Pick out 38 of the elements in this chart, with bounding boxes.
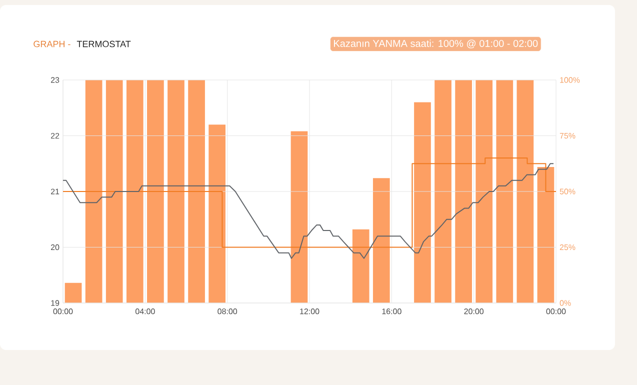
- bar: [168, 80, 184, 303]
- bar: [106, 80, 123, 303]
- y-tick-label: 21: [50, 188, 60, 194]
- x-tick-label: 12:00: [300, 308, 320, 314]
- bar: [85, 80, 102, 303]
- y-tick-label: 19: [51, 300, 60, 306]
- text: Kazanın YANMA saati: 100% @ 01:00 - 02:00: [334, 40, 538, 48]
- bar: [208, 124, 226, 303]
- bar: [290, 131, 308, 303]
- y2-tick-label: 75%: [560, 132, 576, 139]
- bar: [516, 80, 534, 303]
- bar: [372, 178, 390, 303]
- bar: [455, 80, 472, 303]
- bar: [126, 80, 144, 303]
- bar: [476, 80, 493, 303]
- bar: [434, 80, 452, 303]
- x-tick-label: 08:00: [218, 308, 238, 314]
- bar: [64, 282, 82, 303]
- y-tick-label: 23: [50, 77, 60, 83]
- y-tick-label: 20: [50, 244, 60, 250]
- y-tick-label: 22: [50, 132, 60, 139]
- x-tick-label: 16:00: [382, 308, 402, 314]
- bar: [496, 80, 514, 303]
- x-tick-label: 00:00: [53, 308, 73, 314]
- x-tick-label: 00:00: [546, 308, 566, 314]
- x-tick-label: 20:00: [464, 308, 484, 314]
- bar: [188, 80, 205, 303]
- y2-tick-label: 25%: [560, 244, 576, 250]
- bar: [537, 166, 554, 303]
- chart-subtitle: TERMOSTAT: [76, 40, 131, 48]
- bar: [352, 229, 370, 303]
- bar: [147, 80, 164, 303]
- y2-tick-label: 50%: [560, 188, 576, 194]
- x-tick-label: 04:00: [135, 308, 155, 314]
- y2-tick-label: 100%: [560, 77, 580, 83]
- chart-title: GRAPH -: [34, 40, 70, 48]
- bar: [414, 102, 431, 303]
- y2-tick-label: 0%: [560, 300, 571, 306]
